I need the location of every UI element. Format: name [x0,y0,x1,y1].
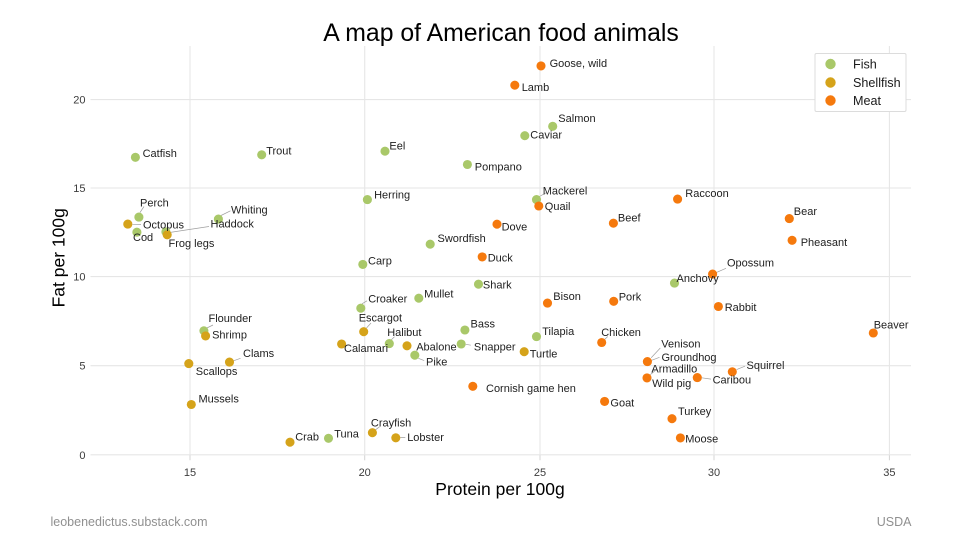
svg-text:Shrimp: Shrimp [212,330,247,342]
svg-text:Mussels: Mussels [199,394,240,406]
svg-text:Mackerel: Mackerel [543,185,588,197]
svg-text:Cornish game hen: Cornish game hen [486,383,576,395]
svg-text:Calamari: Calamari [344,343,388,355]
svg-text:Abalone: Abalone [416,342,456,354]
svg-text:Opossum: Opossum [727,257,774,269]
svg-text:Turkey: Turkey [678,406,712,418]
svg-text:Beef: Beef [618,212,642,224]
svg-text:A map of American food animals: A map of American food animals [323,20,679,47]
svg-text:15: 15 [73,183,85,195]
svg-text:Whiting: Whiting [231,204,268,216]
svg-text:Swordfish: Swordfish [438,233,486,245]
svg-text:Halibut: Halibut [387,327,421,339]
svg-text:10: 10 [73,272,85,284]
svg-text:Rabbit: Rabbit [725,302,757,314]
svg-text:Fish: Fish [853,58,877,72]
svg-text:Tilapia: Tilapia [542,326,575,338]
svg-text:Caviar: Caviar [530,129,562,141]
svg-text:Pike: Pike [426,357,447,369]
svg-text:Eel: Eel [389,140,405,152]
svg-text:Fat per 100g: Fat per 100g [48,208,68,307]
svg-text:Mullet: Mullet [424,288,453,300]
svg-text:Pork: Pork [619,291,642,303]
svg-text:Shellfish: Shellfish [853,76,901,90]
svg-text:Meat: Meat [853,94,881,108]
svg-text:Raccoon: Raccoon [685,188,728,200]
svg-text:Scallops: Scallops [196,366,238,378]
svg-text:35: 35 [883,467,895,479]
svg-text:Clams: Clams [243,348,275,360]
svg-text:20: 20 [73,95,85,107]
svg-text:Dove: Dove [502,222,528,234]
svg-text:Tuna: Tuna [334,428,360,440]
svg-text:Chicken: Chicken [601,327,641,339]
svg-text:Flounder: Flounder [209,313,253,325]
svg-text:Croaker: Croaker [368,293,407,305]
svg-text:Venison: Venison [661,339,700,351]
svg-text:Moose: Moose [685,434,718,446]
svg-text:15: 15 [184,467,196,479]
svg-text:Escargot: Escargot [359,312,402,324]
svg-text:Carp: Carp [368,255,392,267]
svg-text:Catfish: Catfish [143,148,177,160]
svg-text:20: 20 [359,467,371,479]
svg-text:Frog legs: Frog legs [169,238,215,250]
svg-text:Beaver: Beaver [874,319,909,331]
svg-text:Pheasant: Pheasant [801,237,847,249]
svg-text:Bear: Bear [794,206,818,218]
svg-text:Salmon: Salmon [558,113,595,125]
svg-text:25: 25 [534,467,546,479]
svg-text:Anchovy: Anchovy [677,273,720,285]
svg-text:Quail: Quail [545,201,571,213]
svg-text:Groundhog: Groundhog [662,352,717,364]
svg-text:Protein per 100g: Protein per 100g [435,479,564,499]
svg-text:Lobster: Lobster [407,432,444,444]
svg-text:Haddock: Haddock [211,218,255,230]
svg-text:Herring: Herring [374,190,410,202]
svg-text:Lamb: Lamb [522,82,550,94]
svg-text:USDA: USDA [877,515,912,529]
svg-text:Caribou: Caribou [713,374,752,386]
svg-text:Squirrel: Squirrel [747,360,785,372]
svg-text:30: 30 [708,467,720,479]
svg-text:Crab: Crab [295,431,319,443]
svg-text:Octopus: Octopus [143,219,184,231]
svg-text:Goose, wild: Goose, wild [550,58,607,70]
svg-text:Duck: Duck [488,252,514,264]
svg-text:Crayfish: Crayfish [371,417,411,429]
svg-text:leobenedictus.substack.com: leobenedictus.substack.com [51,515,208,529]
svg-text:Cod: Cod [133,232,153,244]
svg-text:Perch: Perch [140,198,169,210]
svg-text:Trout: Trout [266,145,291,157]
svg-text:5: 5 [79,361,85,373]
svg-text:0: 0 [79,450,85,462]
svg-text:Snapper: Snapper [474,342,516,354]
svg-text:Shark: Shark [483,279,512,291]
svg-text:Armadillo: Armadillo [651,364,697,376]
svg-text:Turtle: Turtle [530,348,558,360]
svg-text:Bison: Bison [553,291,581,303]
svg-text:Wild pig: Wild pig [652,378,691,390]
svg-text:Pompano: Pompano [475,161,522,173]
svg-text:Goat: Goat [610,397,634,409]
svg-text:Bass: Bass [471,319,496,331]
